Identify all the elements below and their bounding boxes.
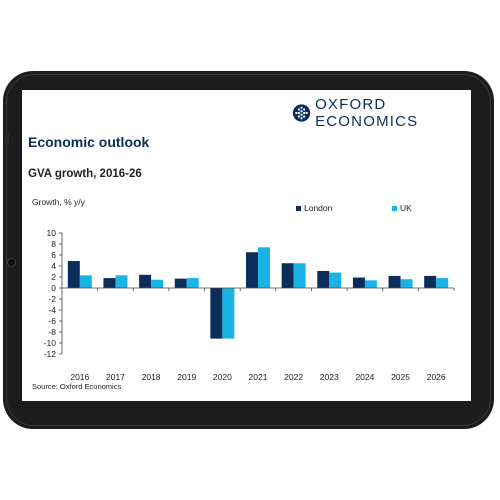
legend-swatch-london <box>296 205 301 211</box>
page-title: Economic outlook <box>28 134 150 150</box>
bar-uk-2018 <box>151 279 164 288</box>
x-tick-label: 2022 <box>284 372 303 382</box>
legend-label-london: London <box>304 203 333 213</box>
x-tick-label: 2018 <box>142 372 161 382</box>
bar-london-2026 <box>424 275 437 288</box>
bar-uk-2026 <box>436 278 449 288</box>
tablet-bezel-edge <box>6 74 491 426</box>
bar-uk-2021 <box>258 247 270 288</box>
x-tick-label: 2017 <box>106 372 125 382</box>
y-tick-label: 4 <box>51 261 56 271</box>
globe-icon <box>292 104 311 122</box>
source-note: Source: Oxford Economics <box>32 382 122 391</box>
x-tick-label: 2025 <box>391 372 410 382</box>
legend-swatch-uk <box>392 205 397 211</box>
screen: OXFORD ECONOMICS Economic outlook GVA gr… <box>22 90 471 401</box>
y-axis-label: Growth, % y/y <box>32 197 85 207</box>
bar-london-2017 <box>103 278 116 288</box>
oxford-economics-logo: OXFORD ECONOMICS <box>292 96 471 130</box>
bar-london-2020 <box>210 288 223 339</box>
bar-london-2025 <box>388 275 401 288</box>
y-tick-label: -12 <box>44 349 57 359</box>
front-camera <box>7 258 16 267</box>
x-tick-label: 2026 <box>427 372 446 382</box>
bar-london-2024 <box>352 277 365 288</box>
y-tick-label: -10 <box>44 338 57 348</box>
y-tick-label: -2 <box>48 294 56 304</box>
y-tick-label: -8 <box>48 327 56 337</box>
volume-button <box>5 132 9 146</box>
legend-item-london: London <box>296 203 332 213</box>
bar-london-2022 <box>281 263 294 288</box>
bar-london-2018 <box>139 274 152 288</box>
legend-label-uk: UK <box>400 203 412 213</box>
y-tick-label: 8 <box>51 239 56 249</box>
bar-uk-2020 <box>222 288 235 339</box>
y-tick-label: -6 <box>48 316 56 326</box>
bar-uk-2022 <box>293 263 306 288</box>
bar-uk-2025 <box>400 279 413 288</box>
x-tick-label: 2021 <box>249 372 268 382</box>
bar-uk-2019 <box>186 278 199 288</box>
y-tick-label: 6 <box>51 250 56 260</box>
x-tick-label: 2016 <box>70 372 89 382</box>
y-tick-label: -4 <box>48 305 56 315</box>
bar-london-2023 <box>317 270 330 288</box>
y-tick-label: 10 <box>47 228 57 238</box>
chart-subtitle: GVA growth, 2016-26 <box>28 168 142 180</box>
bar-london-2016 <box>67 261 80 288</box>
logo-text: OXFORD ECONOMICS <box>315 96 419 130</box>
x-tick-label: 2023 <box>320 372 339 382</box>
bar-uk-2024 <box>364 280 377 288</box>
bar-uk-2017 <box>115 275 128 288</box>
y-tick-label: 0 <box>51 283 56 293</box>
x-tick-label: 2024 <box>355 372 374 382</box>
bar-london-2019 <box>174 278 187 288</box>
legend-item-uk: UK <box>392 203 412 213</box>
x-tick-label: 2019 <box>177 372 196 382</box>
y-tick-label: 2 <box>51 272 56 282</box>
x-tick-label: 2020 <box>213 372 232 382</box>
bar-uk-2023 <box>329 272 342 288</box>
bar-uk-2016 <box>79 275 92 288</box>
bar-london-2021 <box>246 252 258 288</box>
